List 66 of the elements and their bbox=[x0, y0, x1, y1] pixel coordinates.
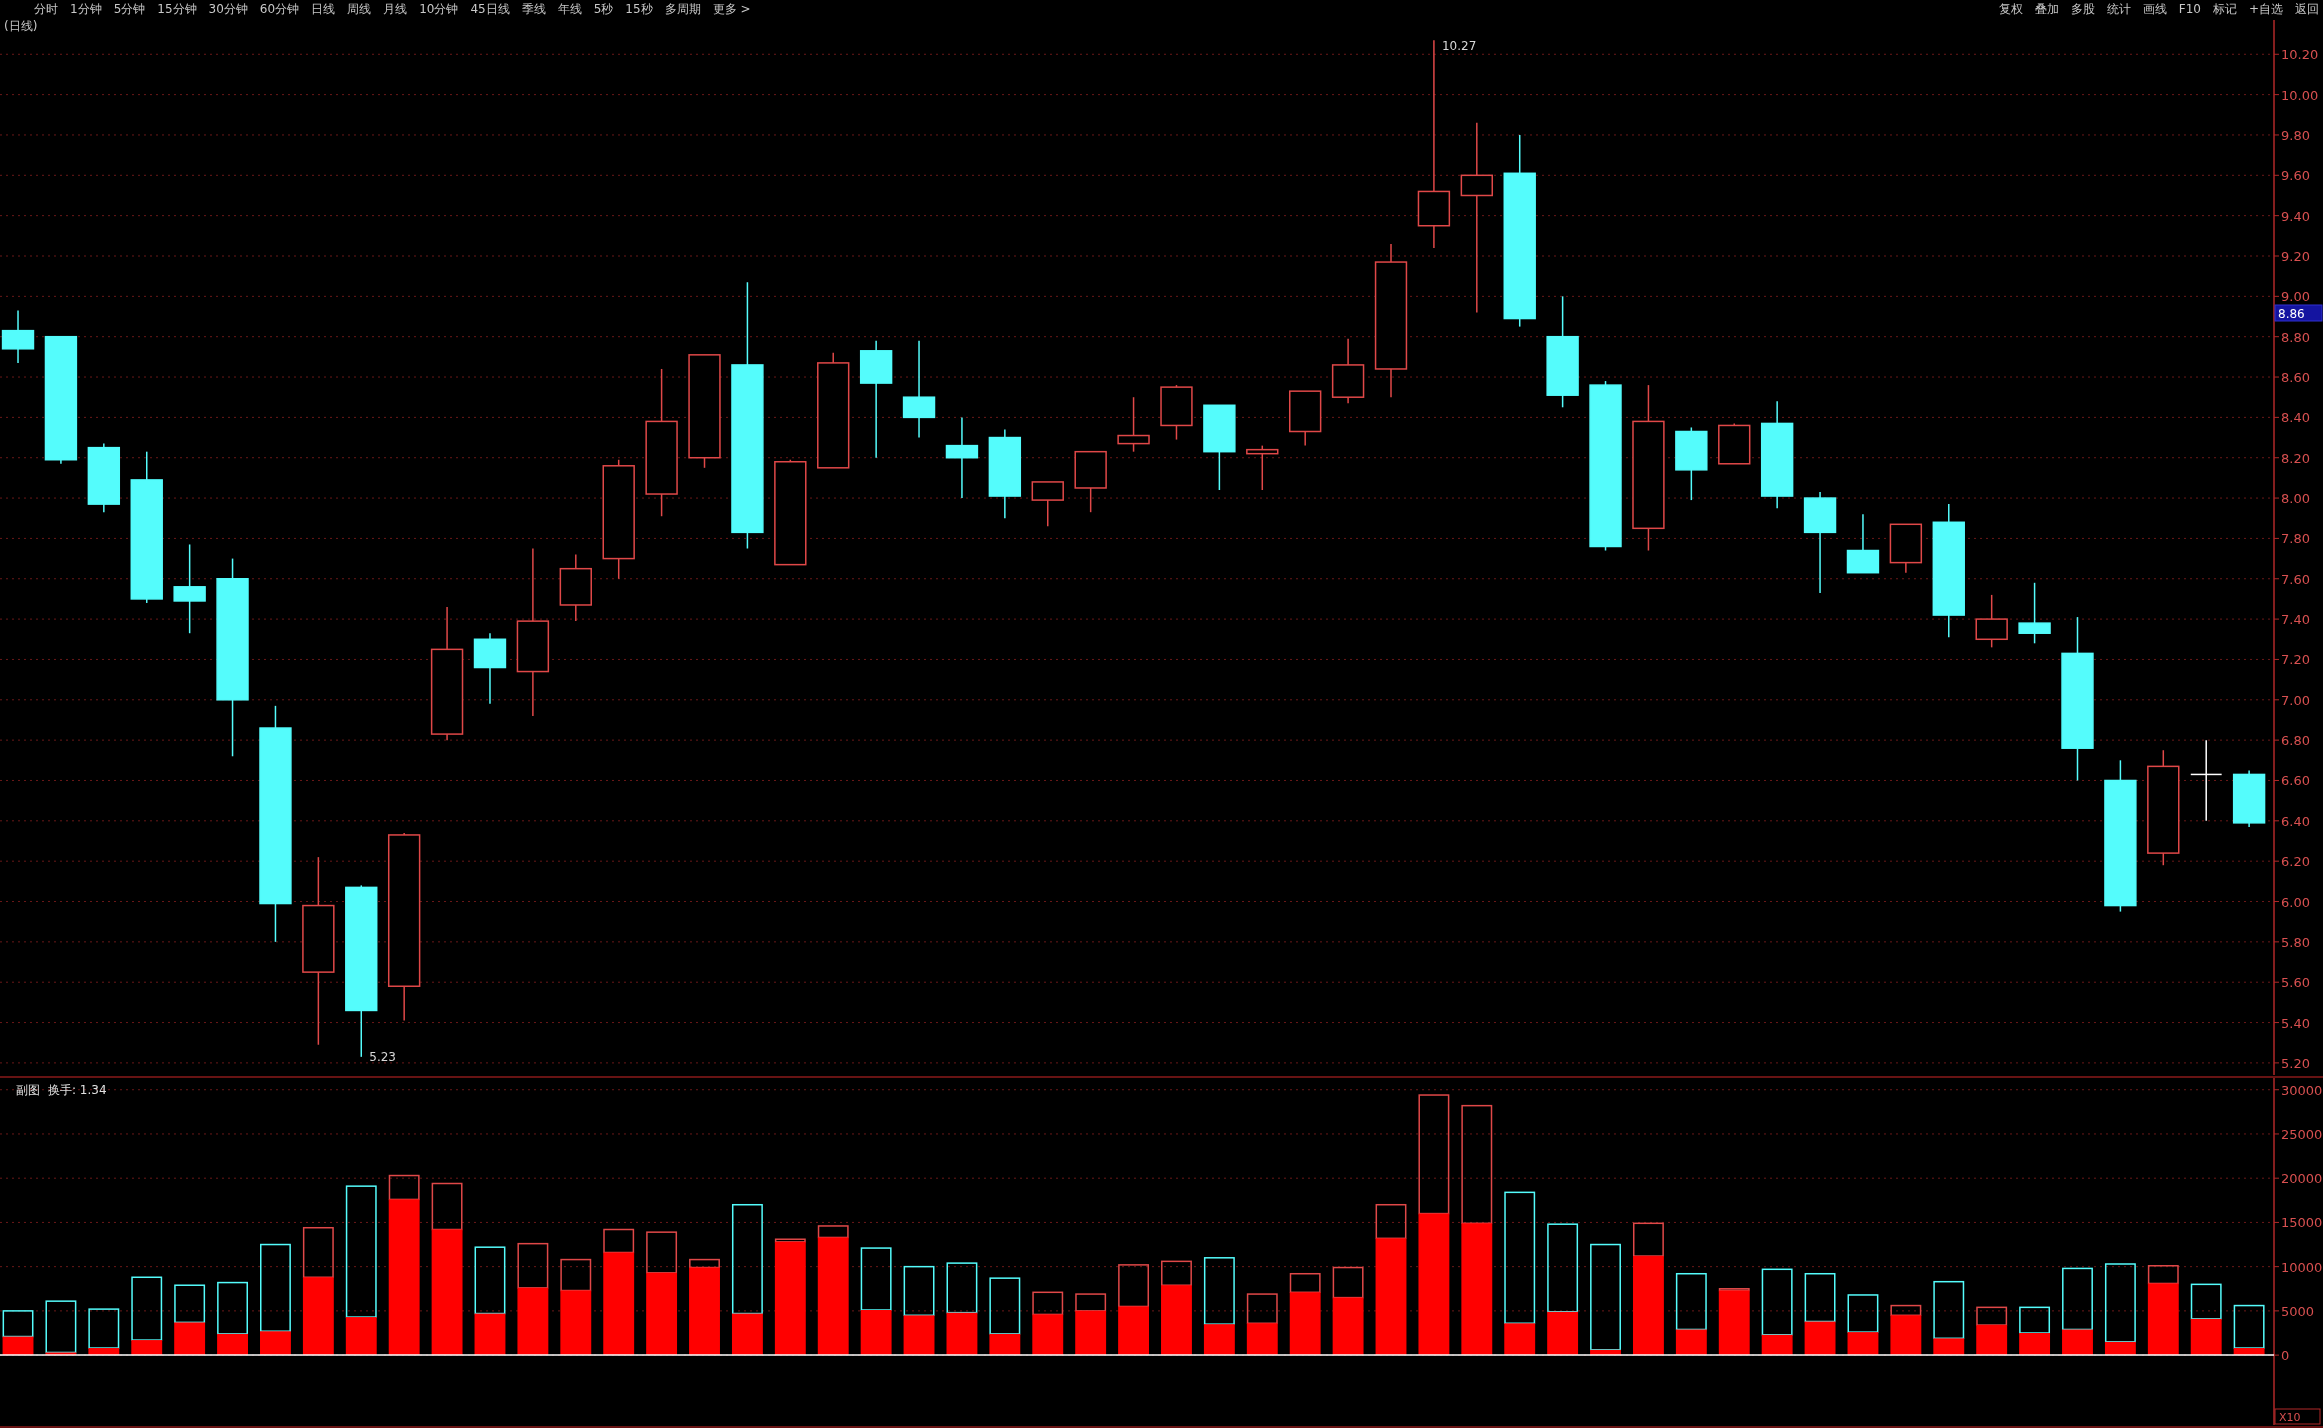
text: 5秒 bbox=[593, 2, 614, 16]
text: 日线 bbox=[311, 2, 336, 16]
text: 统计 bbox=[2106, 2, 2131, 16]
y-tick-label: 8.20 bbox=[2281, 450, 2310, 466]
y-tick-label: 9.60 bbox=[2281, 168, 2310, 184]
text: +自选 bbox=[2248, 2, 2283, 16]
y-tick-label: 5.40 bbox=[2281, 1015, 2310, 1031]
text: 复权 bbox=[1998, 2, 2023, 16]
y-tick-label: 8.40 bbox=[2281, 410, 2310, 426]
y-tick-label: 9.20 bbox=[2281, 249, 2310, 264]
text: F10 bbox=[2178, 2, 2201, 16]
text: X10 bbox=[2279, 1411, 2301, 1424]
y-tick-label: 0 bbox=[2281, 1348, 2290, 1364]
y-tick-label: 5000 bbox=[2281, 1303, 2315, 1319]
y-tick-label: 8.80 bbox=[2281, 329, 2310, 345]
y-tick-label: 8.00 bbox=[2281, 491, 2310, 507]
text: 1分钟 bbox=[70, 2, 102, 16]
text: 60分钟 bbox=[259, 2, 300, 16]
chart-subtitle: 换手: 1.34 bbox=[48, 1083, 107, 1097]
text: 8.86 bbox=[2278, 307, 2305, 321]
text: 30分钟 bbox=[208, 2, 248, 16]
y-tick-label: 20000 bbox=[2281, 1171, 2323, 1187]
y-tick-label: 9.80 bbox=[2281, 127, 2310, 143]
text: 多周期 bbox=[664, 2, 701, 16]
y-tick-label: 30000 bbox=[2281, 1082, 2323, 1098]
y-tick-label: 6.00 bbox=[2281, 894, 2310, 910]
text: 月线 bbox=[383, 2, 408, 16]
text: 季线 bbox=[521, 2, 546, 16]
text: 更多 > bbox=[712, 2, 751, 16]
y-tick-label: 25000 bbox=[2281, 1126, 2323, 1142]
y-tick-label: 6.40 bbox=[2281, 813, 2310, 829]
y-tick-label: 6.60 bbox=[2281, 773, 2310, 789]
y-tick-label: 8.60 bbox=[2281, 370, 2310, 386]
y-tick-label: 10000 bbox=[2281, 1259, 2323, 1275]
y-tick-label: 6.20 bbox=[2281, 854, 2310, 870]
text: 叠加 bbox=[2034, 2, 2059, 16]
text: 5分钟 bbox=[113, 2, 146, 16]
y-tick-label: 9.00 bbox=[2281, 289, 2310, 305]
chart-title: 副图 bbox=[16, 1083, 40, 1097]
y-tick-label: 7.40 bbox=[2281, 612, 2310, 628]
y-tick-label: 5.60 bbox=[2281, 975, 2310, 991]
text: 10分钟 bbox=[419, 2, 459, 16]
y-tick-label: 7.00 bbox=[2281, 692, 2310, 708]
text: 周线 bbox=[347, 2, 372, 16]
y-tick-label: 9.40 bbox=[2281, 208, 2310, 224]
y-tick-label: 5.20 bbox=[2281, 1055, 2310, 1071]
text: 年线 bbox=[557, 2, 582, 16]
y-tick-label: 7.60 bbox=[2281, 571, 2310, 587]
text: 45日线 bbox=[470, 2, 510, 16]
y-tick-label: 7.80 bbox=[2281, 531, 2310, 547]
text: 分时 bbox=[34, 2, 58, 16]
text: 多股 bbox=[2070, 2, 2095, 16]
y-tick-label: 7.20 bbox=[2281, 652, 2310, 668]
annotation: 5.23 bbox=[369, 1049, 396, 1064]
text: 返回 bbox=[2295, 2, 2319, 16]
text: 15秒 bbox=[625, 2, 653, 16]
y-tick-label: 10.20 bbox=[2281, 47, 2319, 63]
text: 15分钟 bbox=[157, 2, 197, 16]
y-tick-label: 5.80 bbox=[2281, 934, 2310, 950]
y-tick-label: 10.00 bbox=[2281, 87, 2319, 103]
chart-title: (日线) bbox=[4, 19, 38, 33]
y-tick-label: 15000 bbox=[2281, 1215, 2323, 1231]
text: 标记 bbox=[2211, 2, 2237, 16]
text: 画线 bbox=[2142, 2, 2167, 16]
annotation: 10.27 bbox=[1441, 39, 1477, 54]
y-tick-label: 6.80 bbox=[2281, 733, 2310, 749]
